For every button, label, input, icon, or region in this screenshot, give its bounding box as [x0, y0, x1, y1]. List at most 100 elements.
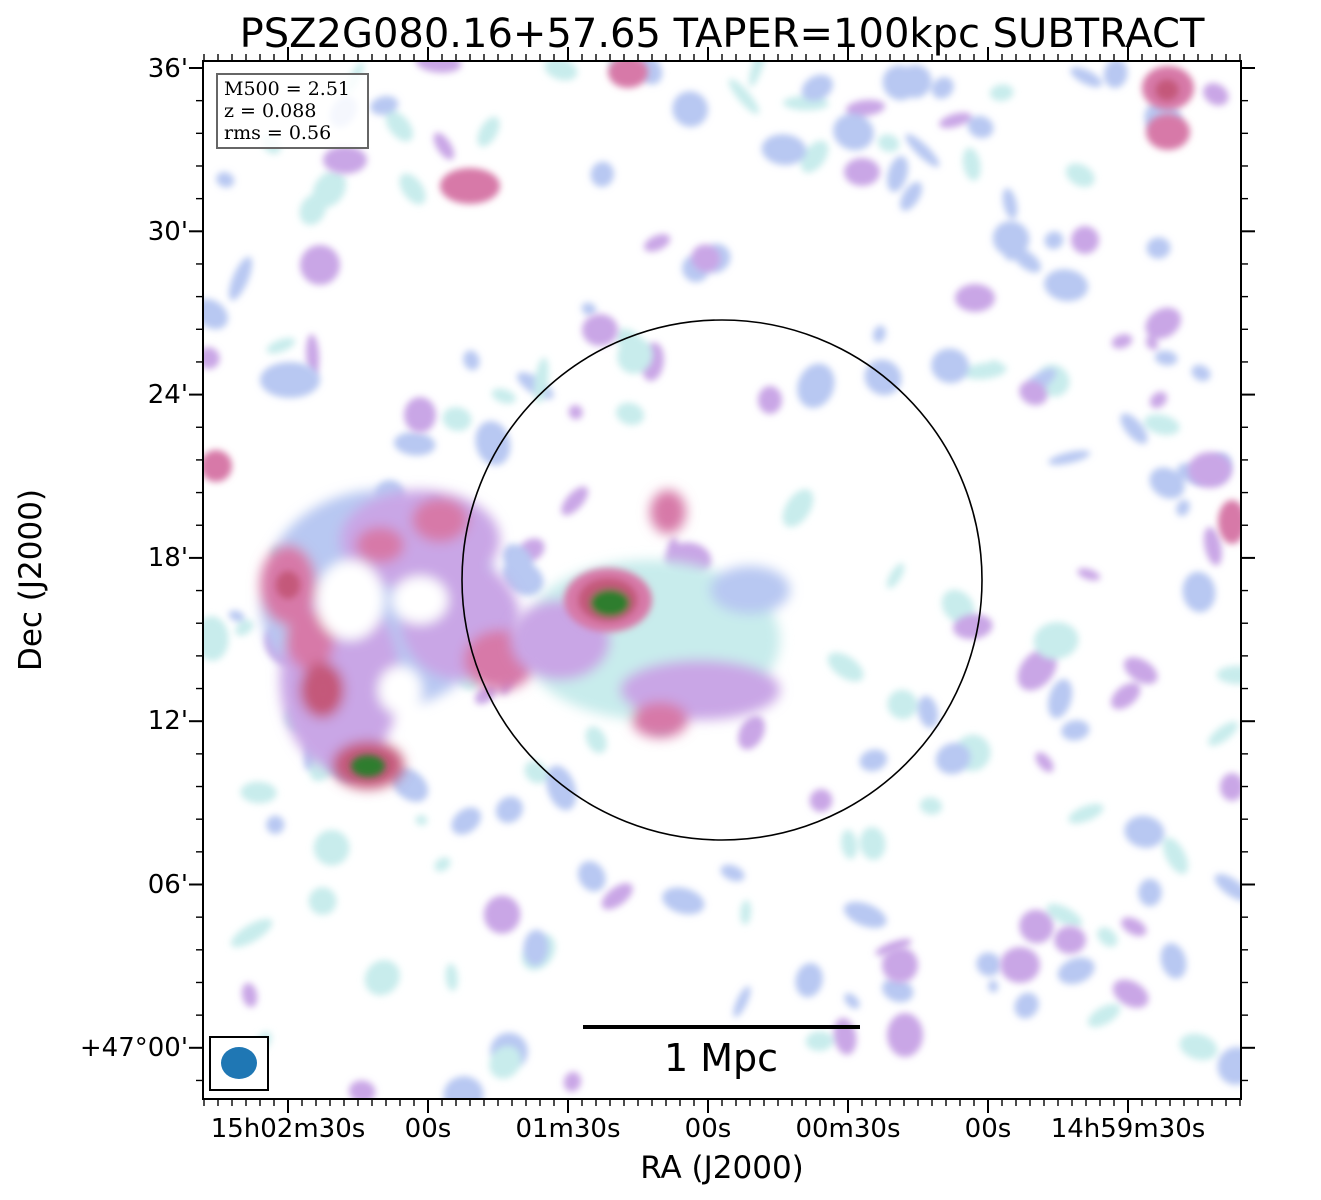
x-axis-label: RA (J2000): [640, 1150, 804, 1186]
noise-blob: [939, 112, 972, 129]
noise-blob: [616, 402, 645, 426]
noise-blob: [1123, 657, 1158, 685]
noise-blob: [1047, 679, 1073, 719]
noise-blob: [1035, 752, 1054, 773]
noise-blob: [533, 357, 549, 404]
noise-blob: [809, 789, 833, 812]
beam-ellipse: [221, 1047, 257, 1079]
noise-blob: [935, 742, 971, 775]
noise-blob: [617, 337, 653, 374]
noise-blob: [1046, 903, 1083, 928]
compact-sources: [203, 61, 1241, 1057]
noise-blob: [590, 161, 614, 187]
noise-blob: [1048, 450, 1091, 465]
noise-blob: [989, 84, 1014, 102]
noise-blob: [875, 938, 912, 956]
noise-blob: [748, 61, 766, 87]
emission-map: [203, 61, 1241, 1099]
noise-blob: [544, 61, 578, 81]
noise-blob: [1160, 943, 1187, 979]
noise-blob: [1002, 188, 1018, 219]
redshift-label: z = 0.088: [224, 100, 316, 122]
noise-blob: [728, 78, 760, 115]
noise-blob: [962, 147, 981, 181]
noise-blob: [992, 221, 1030, 257]
noise-blob: [887, 156, 909, 192]
noise-blob: [1068, 803, 1104, 824]
noise-blob: [299, 194, 327, 226]
noise-blob: [795, 962, 823, 998]
noise-blob: [988, 980, 999, 993]
y-axis-label: Dec (J2000): [13, 489, 49, 671]
info-box-frame: [216, 73, 369, 149]
noise-blob: [1044, 231, 1064, 250]
noise-blob: [1124, 815, 1165, 848]
noise-blob: [266, 815, 285, 834]
noise-blob: [203, 298, 228, 330]
noise-blob: [691, 244, 721, 273]
noise-blob: [805, 1031, 834, 1052]
noise-blob: [919, 797, 943, 815]
plot-area: M500 = 2.51 z = 0.088 rms = 0.56 1 Mpc: [189, 47, 1255, 1113]
noise-blob: [1070, 67, 1103, 88]
noise-blob: [1121, 917, 1147, 937]
noise-blob: [1176, 499, 1190, 517]
noise-blob: [443, 1076, 484, 1099]
noise-blob: [801, 74, 833, 102]
noise-blob: [1162, 837, 1189, 875]
noise-blob: [266, 337, 296, 354]
noise-blob: [1179, 1033, 1218, 1061]
noise-blob: [872, 325, 886, 343]
noise-blob: [827, 652, 864, 682]
noise-blob: [844, 993, 860, 1009]
noise-blob: [240, 781, 277, 804]
noise-blob: [370, 96, 399, 115]
y-tick-labels: 36' 30' 24' 18' 12' 06' +47°00': [80, 54, 188, 1063]
noise-blob: [434, 857, 451, 872]
noise-blob: [1203, 83, 1229, 106]
x-tick-label: 14h59m30s: [1051, 1114, 1206, 1144]
noise-blob: [886, 563, 905, 589]
noise-blob: [733, 986, 751, 1018]
noise-blob: [1112, 979, 1149, 1008]
noise-blob: [495, 796, 523, 823]
noise-blob: [917, 695, 939, 729]
noise-blob: [477, 116, 500, 147]
noise-blob: [1033, 622, 1079, 660]
noise-blob: [887, 689, 918, 720]
r500-circle: [461, 319, 983, 841]
noise-blob: [445, 963, 458, 992]
noise-blob: [1019, 380, 1048, 406]
noise-blob: [859, 749, 888, 772]
noise-blob: [1044, 269, 1089, 302]
rms-label: rms = 0.56: [224, 122, 331, 144]
noise-blob: [941, 589, 975, 624]
noise-blob: [1111, 334, 1133, 349]
noise-blob: [399, 173, 426, 205]
noise-blob: [483, 895, 521, 934]
noise-blob: [230, 918, 273, 948]
noise-blob: [308, 887, 337, 916]
noise-blob: [216, 172, 235, 188]
noise-blob: [601, 883, 633, 910]
noise-blob: [228, 610, 245, 622]
noise-blob: [1004, 248, 1018, 261]
noise-blob: [1103, 61, 1128, 89]
noise-blob: [546, 765, 577, 811]
x-tick-label: 00m30s: [795, 1114, 900, 1144]
noise-blob: [643, 234, 671, 252]
noise-blob: [833, 113, 874, 151]
y-tick-label: 36': [148, 54, 188, 84]
noise-blob: [563, 1071, 582, 1092]
noise-blob: [720, 864, 745, 882]
noise-blob: [393, 432, 436, 456]
noise-blob: [475, 421, 511, 466]
noise-blob: [385, 110, 414, 142]
y-tick-label: +47°00': [80, 1033, 188, 1063]
beam-box-frame: [209, 1036, 269, 1091]
noise-blob: [1191, 364, 1211, 382]
chart-title: PSZ2G080.16+57.65 TAPER=100kpc SUBTRACT: [240, 11, 1205, 57]
x-tick-label: 15h02m30s: [211, 1114, 366, 1144]
relic-emission: [260, 490, 536, 789]
